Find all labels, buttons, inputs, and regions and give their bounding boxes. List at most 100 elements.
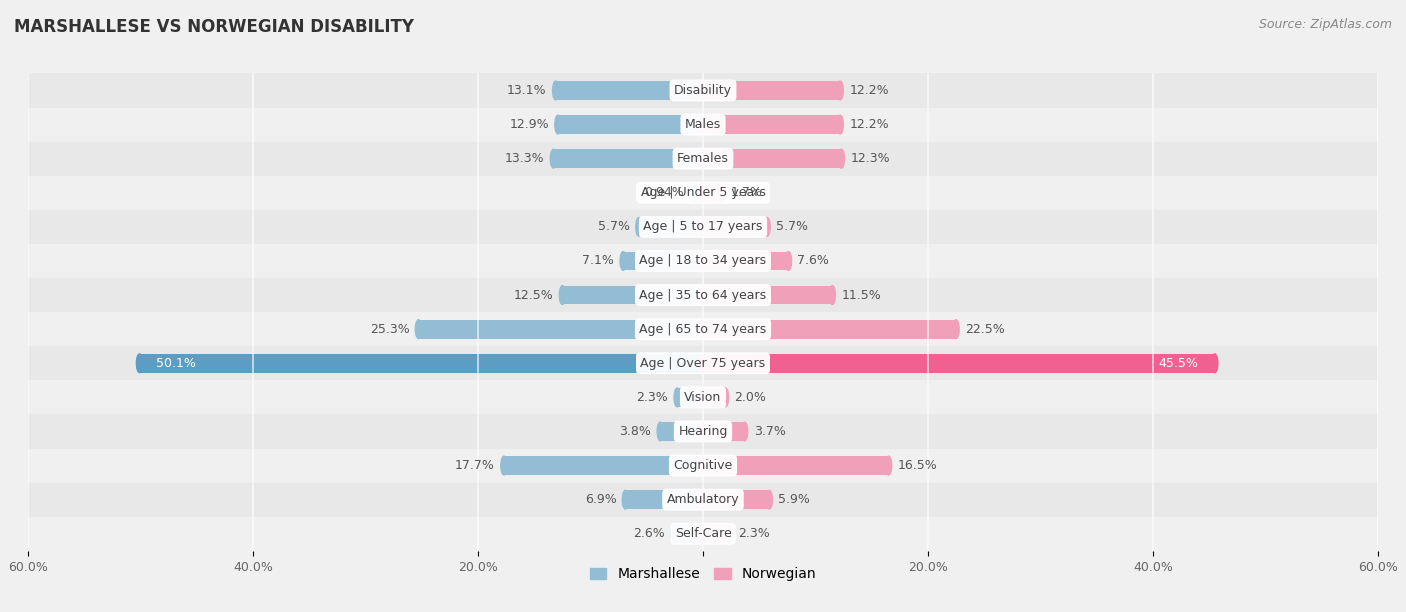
Circle shape (1212, 354, 1218, 373)
Bar (703, 149, 841, 168)
Circle shape (700, 354, 706, 373)
Text: 13.1%: 13.1% (508, 84, 547, 97)
Circle shape (136, 354, 142, 373)
Text: 12.2%: 12.2% (849, 118, 889, 131)
Text: Cognitive: Cognitive (673, 459, 733, 472)
Circle shape (700, 388, 706, 407)
Circle shape (636, 217, 643, 236)
Bar (28, 108, 1378, 141)
Circle shape (700, 217, 706, 236)
Circle shape (700, 184, 706, 202)
Text: MARSHALLESE VS NORWEGIAN DISABILITY: MARSHALLESE VS NORWEGIAN DISABILITY (14, 18, 413, 36)
Text: 16.5%: 16.5% (897, 459, 938, 472)
Text: 7.1%: 7.1% (582, 255, 614, 267)
Bar (703, 490, 769, 509)
Circle shape (700, 490, 706, 509)
Bar (703, 81, 841, 100)
Circle shape (700, 149, 706, 168)
Text: Age | Under 5 years: Age | Under 5 years (641, 186, 765, 200)
Text: 22.5%: 22.5% (965, 323, 1005, 335)
Bar (661, 422, 703, 441)
Circle shape (700, 115, 706, 134)
Bar (558, 115, 703, 134)
Circle shape (786, 252, 792, 271)
Text: Age | 35 to 64 years: Age | 35 to 64 years (640, 289, 766, 302)
Bar (28, 346, 1378, 380)
Bar (703, 184, 723, 202)
Circle shape (700, 252, 706, 271)
Circle shape (700, 252, 706, 271)
Circle shape (700, 422, 706, 441)
Circle shape (886, 456, 891, 475)
Circle shape (700, 217, 706, 236)
Circle shape (700, 524, 706, 543)
Circle shape (700, 456, 706, 475)
Circle shape (555, 115, 561, 134)
Circle shape (700, 149, 706, 168)
Text: 2.6%: 2.6% (633, 528, 665, 540)
Bar (28, 312, 1378, 346)
Circle shape (700, 320, 706, 338)
Text: 7.6%: 7.6% (797, 255, 830, 267)
Bar (28, 414, 1378, 449)
Bar (28, 483, 1378, 517)
Bar (703, 286, 832, 304)
Bar (28, 73, 1378, 108)
Text: 5.9%: 5.9% (779, 493, 810, 506)
Circle shape (501, 456, 508, 475)
Text: 12.3%: 12.3% (851, 152, 890, 165)
Circle shape (837, 81, 844, 100)
Bar (673, 524, 703, 543)
Circle shape (673, 388, 681, 407)
Text: Self-Care: Self-Care (675, 528, 731, 540)
Bar (703, 115, 841, 134)
Text: Females: Females (678, 152, 728, 165)
Circle shape (700, 490, 706, 509)
Bar (678, 388, 703, 407)
Bar (503, 456, 703, 475)
Bar (703, 388, 725, 407)
Circle shape (700, 320, 706, 338)
Circle shape (763, 217, 770, 236)
Text: 0.94%: 0.94% (644, 186, 683, 200)
Circle shape (623, 490, 628, 509)
Bar (638, 217, 703, 236)
Bar (703, 320, 956, 338)
Circle shape (700, 354, 706, 373)
Bar (703, 217, 768, 236)
Circle shape (953, 320, 959, 338)
Text: 25.3%: 25.3% (370, 323, 409, 335)
Text: Age | 5 to 17 years: Age | 5 to 17 years (644, 220, 762, 233)
Bar (703, 456, 889, 475)
Text: 2.3%: 2.3% (637, 391, 668, 404)
Text: Hearing: Hearing (678, 425, 728, 438)
Circle shape (700, 456, 706, 475)
Text: 11.5%: 11.5% (841, 289, 882, 302)
Circle shape (741, 422, 748, 441)
Bar (28, 517, 1378, 551)
Circle shape (837, 115, 844, 134)
Text: 3.8%: 3.8% (620, 425, 651, 438)
Text: 17.7%: 17.7% (456, 459, 495, 472)
Text: 1.7%: 1.7% (731, 186, 763, 200)
Text: 45.5%: 45.5% (1159, 357, 1198, 370)
Bar (28, 244, 1378, 278)
Bar (623, 252, 703, 271)
Bar (554, 149, 703, 168)
Text: Source: ZipAtlas.com: Source: ZipAtlas.com (1258, 18, 1392, 31)
Circle shape (838, 149, 845, 168)
Bar (703, 354, 1215, 373)
Text: 50.1%: 50.1% (156, 357, 197, 370)
Circle shape (723, 388, 728, 407)
Text: 3.7%: 3.7% (754, 425, 786, 438)
Legend: Marshallese, Norwegian: Marshallese, Norwegian (583, 562, 823, 587)
Circle shape (553, 81, 558, 100)
Circle shape (700, 388, 706, 407)
Circle shape (415, 320, 422, 338)
Text: 2.3%: 2.3% (738, 528, 769, 540)
Text: Males: Males (685, 118, 721, 131)
Text: 5.7%: 5.7% (776, 220, 808, 233)
Circle shape (700, 524, 706, 543)
Circle shape (700, 184, 706, 202)
Bar (28, 380, 1378, 414)
